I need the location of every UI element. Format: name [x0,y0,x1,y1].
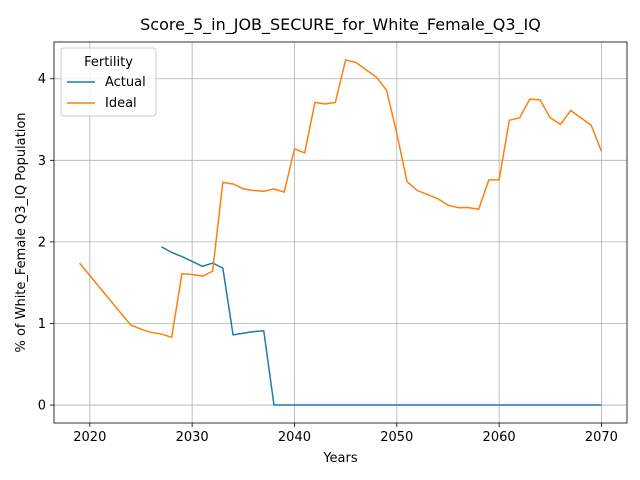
x-tick-label: 2070 [585,430,618,445]
legend-label-ideal: Ideal [105,96,137,111]
y-axis-label: % of White_Female Q3_IQ Population [14,112,29,352]
axis-ticks: 2020 2030 2040 2050 2060 2070 0 1 2 3 4 [38,72,618,445]
series-line-actual [161,246,602,406]
series-group [79,59,603,406]
legend: Fertility Actual Ideal [60,47,157,117]
legend-label-actual: Actual [105,75,146,90]
y-tick-label: 3 [38,154,46,169]
y-tick-label: 2 [38,235,46,250]
y-tick-label: 0 [38,399,46,414]
y-tick-label: 4 [38,72,46,87]
chart-title: Score_5_in_JOB_SECURE_for_White_Female_Q… [140,15,541,35]
x-tick-label: 2020 [73,430,106,445]
legend-title: Fertility [84,55,133,70]
x-tick-label: 2040 [278,430,311,445]
x-tick-label: 2030 [176,430,209,445]
plot-frame [53,41,628,424]
x-axis-label: Years [322,451,358,466]
y-tick-label: 1 [38,317,46,332]
legend-box [60,47,157,117]
series-line-ideal [79,59,603,339]
x-tick-label: 2060 [483,430,516,445]
x-tick-label: 2050 [380,430,413,445]
